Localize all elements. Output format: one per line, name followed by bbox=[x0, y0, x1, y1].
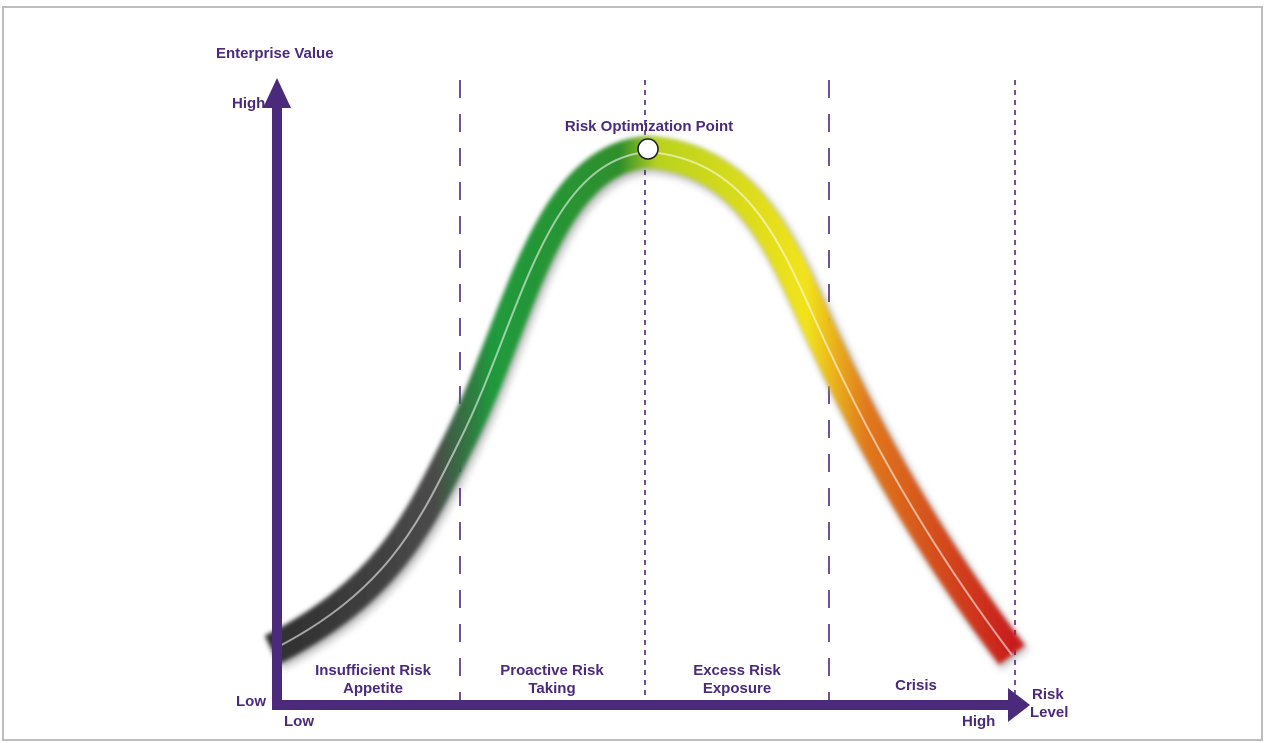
y-axis-arrow bbox=[263, 78, 291, 108]
x-axis-title-line2: Level bbox=[1030, 704, 1068, 721]
zone-1-line1: Insufficient Risk bbox=[315, 662, 432, 679]
x-axis bbox=[272, 700, 1012, 710]
y-axis-low-label: Low bbox=[236, 693, 266, 710]
zone-1-line2: Appetite bbox=[343, 680, 403, 697]
zone-labels: Insufficient Risk Appetite Proactive Ris… bbox=[315, 662, 937, 697]
axis-labels: Enterprise Value High Low Low High Risk … bbox=[216, 45, 1068, 730]
x-axis-arrow bbox=[1008, 688, 1030, 722]
zone-4-line1: Crisis bbox=[895, 677, 937, 694]
x-axis-low-label: Low bbox=[284, 713, 314, 730]
x-axis-high-label: High bbox=[962, 713, 995, 730]
curve-band bbox=[264, 135, 1025, 665]
zone-3-line1: Excess Risk bbox=[693, 662, 781, 679]
zone-3-line2: Exposure bbox=[703, 680, 771, 697]
y-axis-high-label: High bbox=[232, 95, 265, 112]
peak-label: Risk Optimization Point bbox=[565, 118, 733, 135]
zone-2-line1: Proactive Risk bbox=[500, 662, 604, 679]
axes bbox=[263, 78, 1030, 722]
y-axis-title: Enterprise Value bbox=[216, 45, 334, 62]
risk-optimization-point-marker bbox=[637, 138, 659, 160]
x-axis-title-line1: Risk bbox=[1032, 686, 1064, 703]
enterprise-value-curve bbox=[264, 135, 1029, 670]
zone-dividers bbox=[459, 80, 1016, 705]
zone-2-line2: Taking bbox=[528, 680, 575, 697]
diagram-frame bbox=[2, 6, 1263, 741]
y-axis bbox=[272, 105, 282, 710]
